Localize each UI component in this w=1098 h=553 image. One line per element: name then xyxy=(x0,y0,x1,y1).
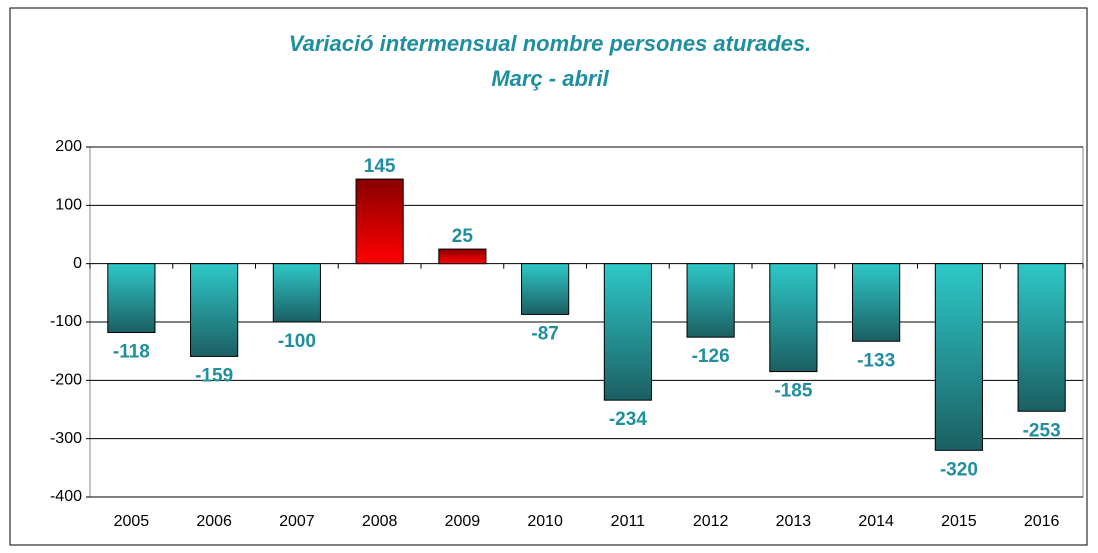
data-label: -159 xyxy=(195,365,233,386)
bar xyxy=(769,263,818,373)
chart-subtitle: Març - abril xyxy=(491,66,609,91)
y-tick-label: -300 xyxy=(50,430,82,447)
x-tick-label: 2007 xyxy=(279,513,315,530)
data-label: 25 xyxy=(452,226,474,247)
data-label: -126 xyxy=(692,346,730,367)
y-tick-label: 100 xyxy=(55,197,82,214)
bar xyxy=(438,248,487,265)
x-tick-label: 2010 xyxy=(527,513,563,530)
bar xyxy=(272,263,321,323)
data-label: -87 xyxy=(531,323,558,344)
y-tick-label: 200 xyxy=(55,138,82,155)
bar xyxy=(190,263,239,357)
bar xyxy=(686,263,735,338)
x-tick-label: 2012 xyxy=(693,513,729,530)
data-label: 145 xyxy=(364,156,396,177)
bar xyxy=(107,263,156,333)
data-label: -185 xyxy=(774,381,812,402)
bar xyxy=(852,263,901,342)
y-tick-label: -200 xyxy=(50,372,82,389)
x-tick-label: 2011 xyxy=(611,513,646,530)
x-tick-label: 2015 xyxy=(941,513,977,530)
data-label: -118 xyxy=(113,342,150,363)
data-label: -320 xyxy=(940,459,978,480)
x-tick-label: 2009 xyxy=(445,513,481,530)
data-label: -100 xyxy=(278,331,316,352)
bar xyxy=(1017,263,1066,412)
y-tick-label: 0 xyxy=(73,255,82,272)
x-tick-label: 2005 xyxy=(114,513,150,530)
data-label: -234 xyxy=(609,409,647,430)
y-tick-label: -100 xyxy=(50,313,82,330)
x-tick-label: 2013 xyxy=(776,513,812,530)
x-tick-label: 2008 xyxy=(362,513,398,530)
chart-title: Variació intermensual nombre persones at… xyxy=(289,31,811,56)
x-tick-label: 2016 xyxy=(1024,513,1060,530)
data-label: -253 xyxy=(1023,420,1061,441)
x-tick-label: 2006 xyxy=(196,513,232,530)
y-tick-label: -400 xyxy=(50,488,82,505)
data-label: -133 xyxy=(857,350,895,371)
bar xyxy=(603,263,652,401)
x-tick-label: 2014 xyxy=(858,513,894,530)
bar xyxy=(355,178,404,265)
bar xyxy=(521,263,570,315)
bar xyxy=(934,263,983,451)
